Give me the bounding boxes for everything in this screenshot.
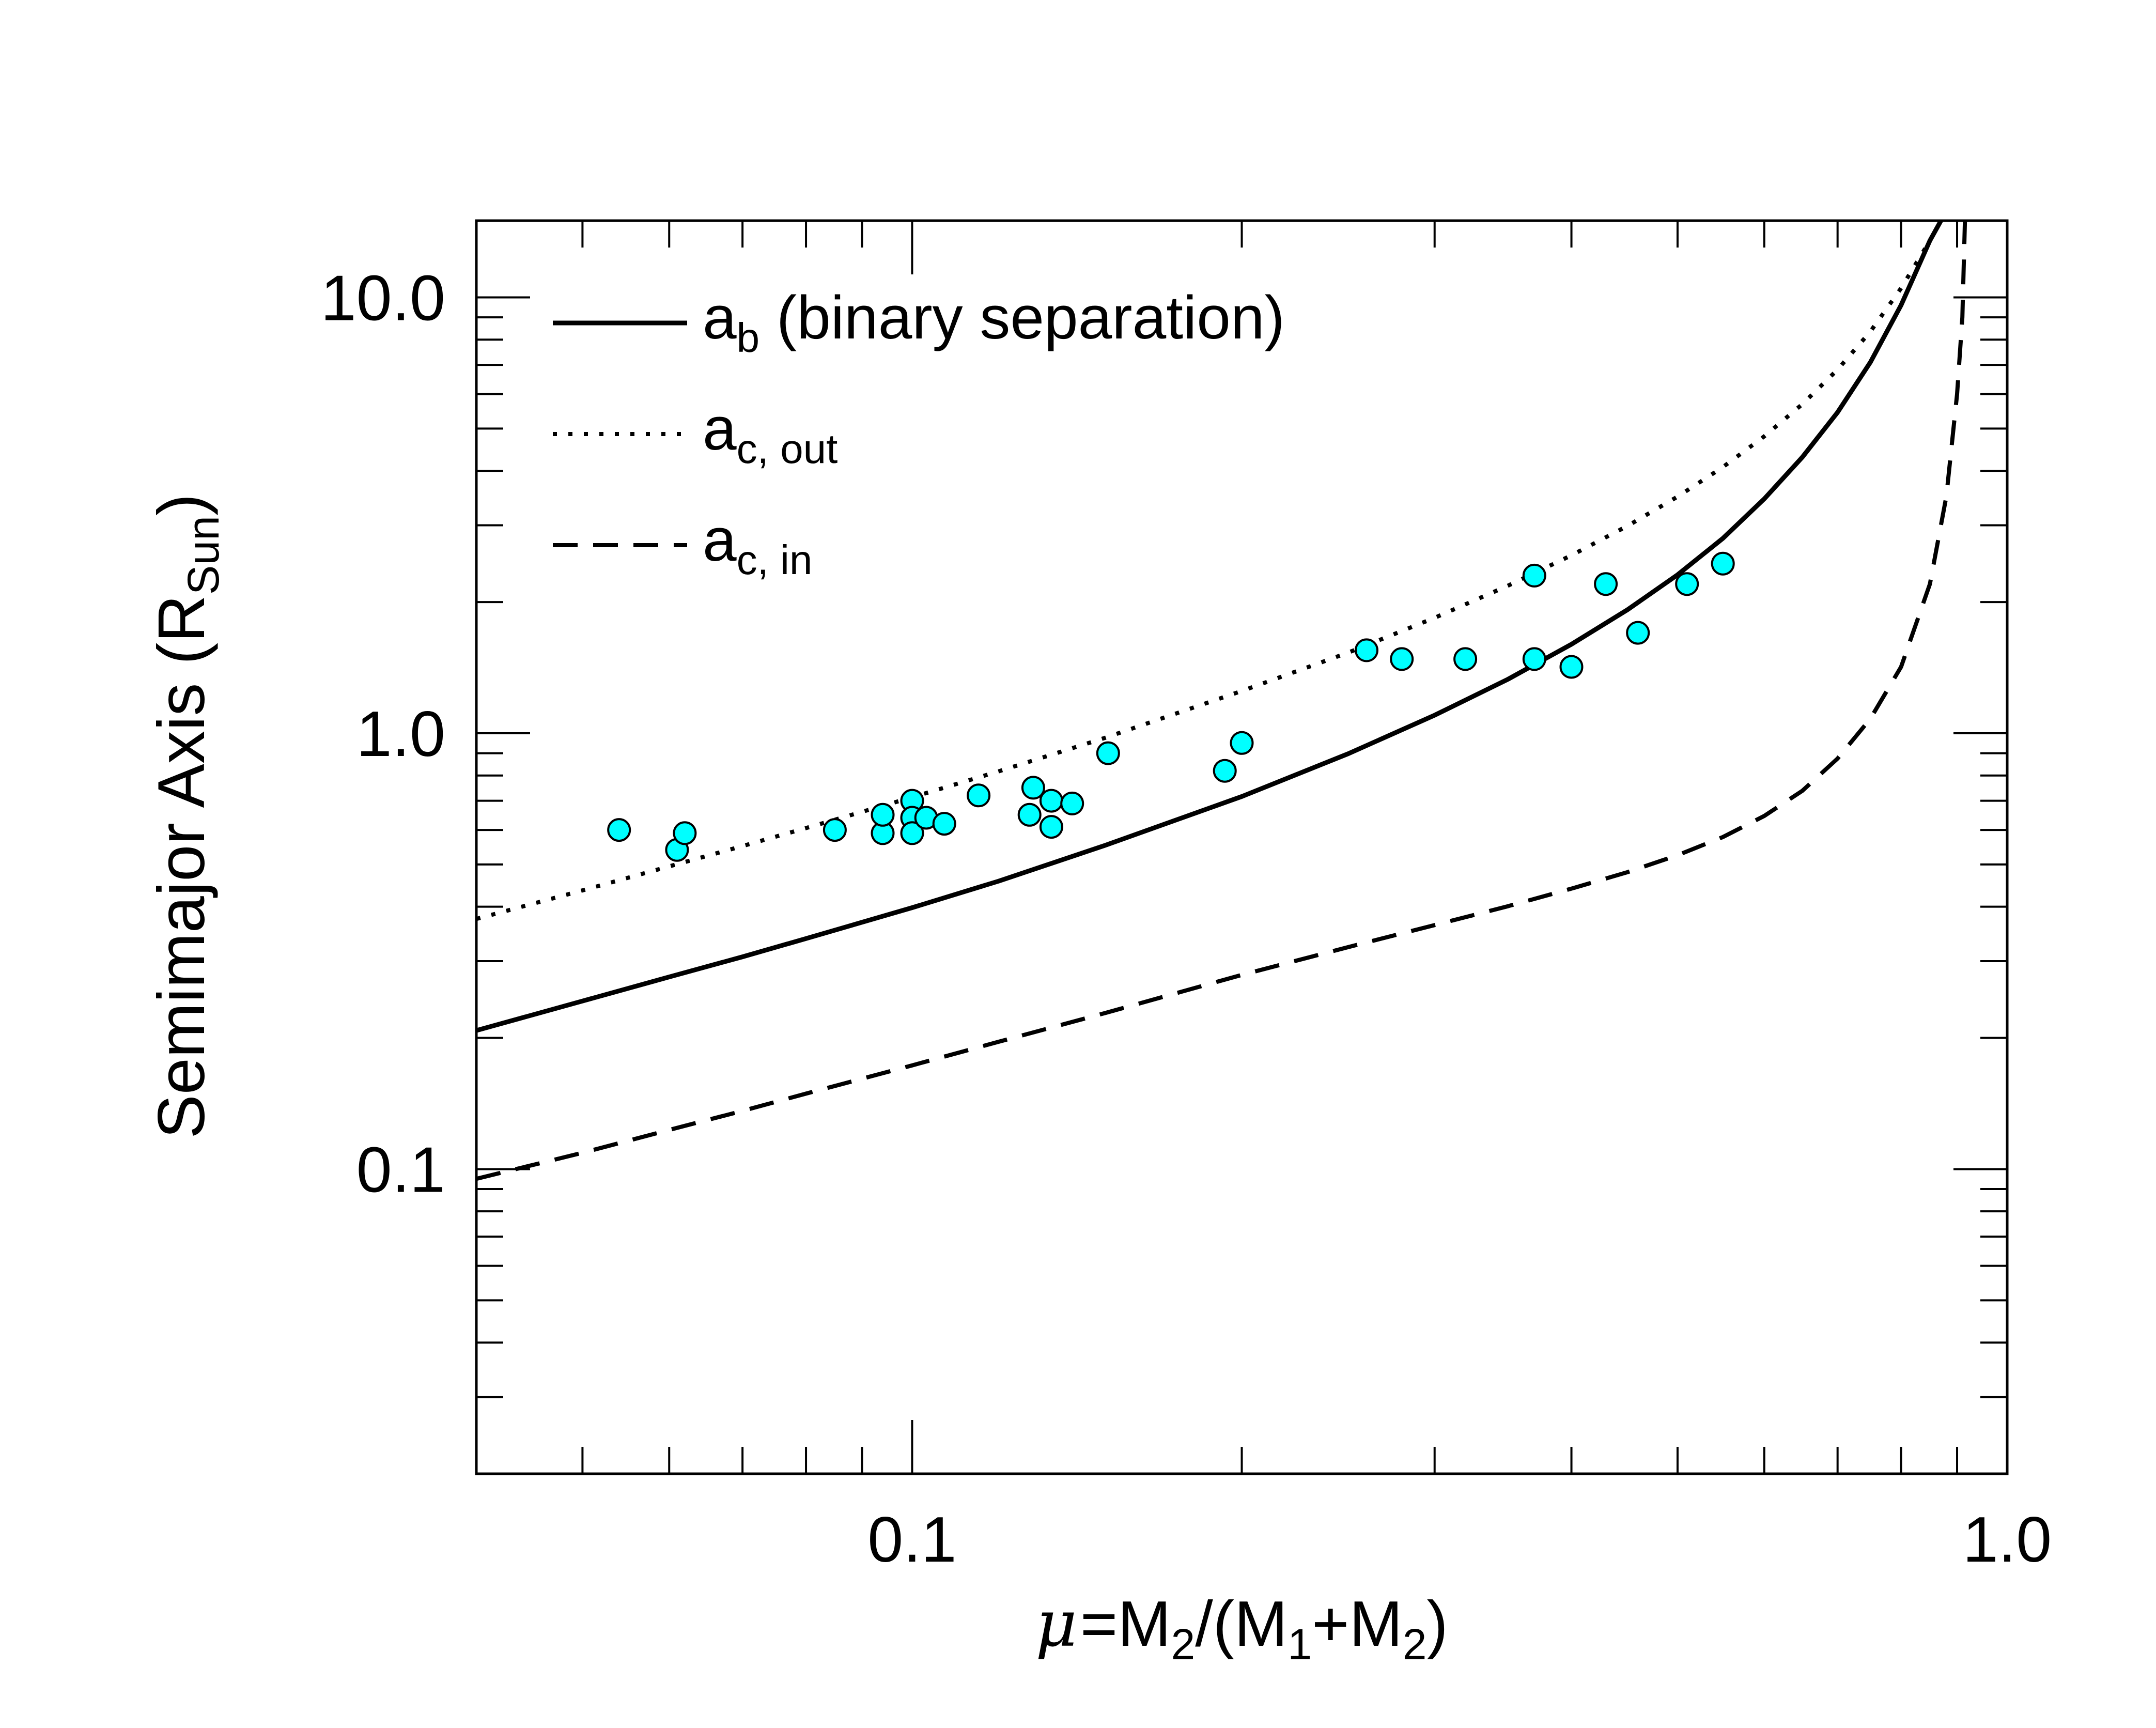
- y-tick-label: 1.0: [356, 699, 445, 770]
- data-point: [1017, 803, 1042, 827]
- data-point: [1626, 621, 1650, 645]
- data-point: [1559, 655, 1584, 679]
- y-axis-label: Semimajor Axis (RSun): [145, 493, 228, 1138]
- data-point: [673, 821, 697, 845]
- series-line-dotted: [475, 220, 1943, 921]
- y-tick-label: 10.0: [321, 263, 445, 334]
- data-point: [1453, 647, 1478, 671]
- data-point: [1594, 572, 1618, 596]
- series-line-dashed: [476, 220, 1967, 1181]
- legend-label-acout: ac, out: [703, 395, 837, 472]
- data-point: [1390, 647, 1414, 671]
- data-point: [1039, 815, 1063, 839]
- data-point: [1675, 572, 1699, 596]
- data-point: [823, 818, 847, 842]
- data-point: [1039, 789, 1063, 813]
- data-point: [1213, 759, 1237, 783]
- legend-label-ab: ab (binary separation): [703, 284, 1285, 361]
- data-point: [1522, 563, 1546, 588]
- data-point: [1230, 731, 1254, 755]
- data-point: [900, 821, 924, 845]
- curves: [475, 219, 1967, 1181]
- data-point: [1021, 776, 1045, 800]
- data-point: [1060, 791, 1084, 815]
- y-tick-label: 0.1: [356, 1134, 445, 1206]
- data-point: [1096, 741, 1120, 765]
- data-point: [1355, 638, 1378, 662]
- data-points: [607, 551, 1735, 862]
- data-point: [607, 818, 631, 842]
- series-line-solid: [475, 219, 1943, 1033]
- data-point: [1522, 647, 1546, 671]
- data-point: [871, 803, 895, 827]
- axes-frame: [475, 219, 2009, 1475]
- x-axis-label: μ=M2/(M1+M2): [1035, 1587, 1448, 1669]
- data-point: [932, 812, 956, 836]
- data-point: [967, 783, 991, 808]
- x-tick-label: 0.1: [867, 1504, 956, 1576]
- tick-marks: [475, 221, 2008, 1475]
- data-point: [1711, 551, 1735, 576]
- legend: ab (binary separation) ac, out ac, in: [553, 284, 1285, 583]
- tick-labels: 0.1 1.0 0.1 1.0 10.0: [321, 263, 2052, 1576]
- x-tick-label: 1.0: [1963, 1504, 2052, 1576]
- legend-label-acin: ac, in: [703, 506, 812, 583]
